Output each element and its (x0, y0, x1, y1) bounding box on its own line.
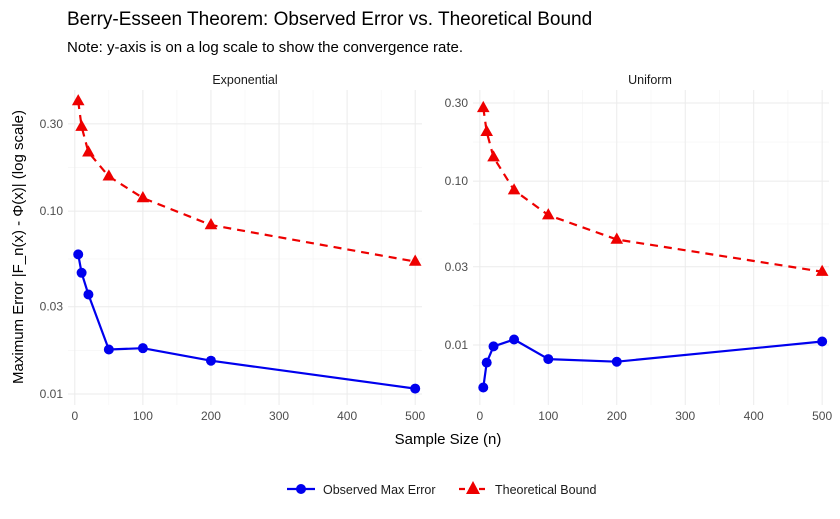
legend-item-bound: Theoretical Bound (459, 481, 597, 497)
legend-item-observed: Observed Max Error (287, 483, 436, 497)
chart-subtitle: Note: y-axis is on a log scale to show t… (67, 39, 463, 56)
data-point-observed (817, 336, 828, 347)
data-point-observed (137, 343, 148, 354)
data-point-observed (488, 341, 499, 352)
data-point-bound (408, 254, 422, 266)
y-tick-label: 0.10 (40, 204, 64, 218)
y-tick-label: 0.03 (40, 300, 64, 314)
x-tick-label: 200 (607, 409, 627, 423)
data-point-bound (82, 145, 95, 157)
x-tick-label: 500 (405, 409, 425, 423)
data-point-bound (815, 264, 829, 276)
data-point-bound (480, 124, 493, 137)
data-point-bound (136, 191, 150, 203)
x-tick-label: 400 (744, 409, 764, 423)
panel-exponential: 0 100 200 300 400 500 0.01 0.03 0.10 0.30 (40, 90, 426, 423)
series-line-bound (77, 100, 416, 263)
series-line-observed (482, 338, 823, 388)
y-tick-label: 0.10 (445, 174, 469, 188)
data-point-bound (487, 150, 500, 162)
y-tick-label: 0.30 (40, 117, 64, 131)
x-tick-label: 300 (675, 409, 695, 423)
y-tick-label: 0.30 (445, 96, 469, 110)
x-tick-label: 0 (477, 409, 484, 423)
data-point-bound (610, 232, 624, 244)
series-line-bound (482, 107, 823, 273)
y-tick-label: 0.01 (40, 387, 64, 401)
data-point-bound (507, 183, 521, 195)
legend-marker-triangle (466, 481, 480, 494)
data-point-observed (478, 382, 489, 393)
x-tick-label: 500 (812, 409, 832, 423)
chart-title: Berry-Esseen Theorem: Observed Error vs.… (67, 9, 592, 30)
data-point-observed (103, 344, 114, 355)
x-axis-title: Sample Size (n) (395, 431, 502, 448)
x-tick-label: 400 (337, 409, 357, 423)
data-point-observed (543, 354, 554, 365)
series-line-observed (77, 254, 416, 390)
x-tick-label: 100 (133, 409, 153, 423)
data-point-bound (102, 169, 116, 181)
data-point-observed (205, 355, 216, 366)
data-point-observed (410, 383, 421, 394)
x-tick-label: 200 (201, 409, 221, 423)
data-point-bound (476, 100, 490, 113)
data-point-observed (83, 289, 94, 300)
legend: Observed Max Error Theoretical Bound (287, 481, 597, 497)
data-point-observed (509, 334, 520, 345)
y-tick-label: 0.03 (445, 260, 469, 274)
legend-label-bound: Theoretical Bound (495, 483, 597, 497)
data-point-observed (73, 249, 84, 260)
data-point-observed (481, 357, 492, 368)
y-axis-title: Maximum Error |F_n(x) - Φ(x)| (log scale… (10, 110, 27, 384)
data-point-observed (611, 356, 622, 367)
y-tick-label: 0.01 (445, 338, 469, 352)
legend-label-observed: Observed Max Error (323, 483, 436, 497)
data-point-bound (75, 119, 88, 131)
x-tick-label: 300 (269, 409, 289, 423)
data-point-bound (204, 217, 218, 230)
data-point-bound (542, 208, 555, 220)
panel-title-uniform: Uniform (628, 73, 672, 87)
x-tick-label: 100 (538, 409, 558, 423)
panel-title-exponential: Exponential (212, 73, 277, 87)
data-point-bound (71, 94, 85, 106)
panel-uniform: 0 100 200 300 400 500 0.01 0.03 0.10 0.30 (445, 90, 832, 423)
legend-marker-circle (296, 484, 306, 494)
data-point-observed (76, 267, 87, 278)
x-tick-label: 0 (71, 409, 78, 423)
